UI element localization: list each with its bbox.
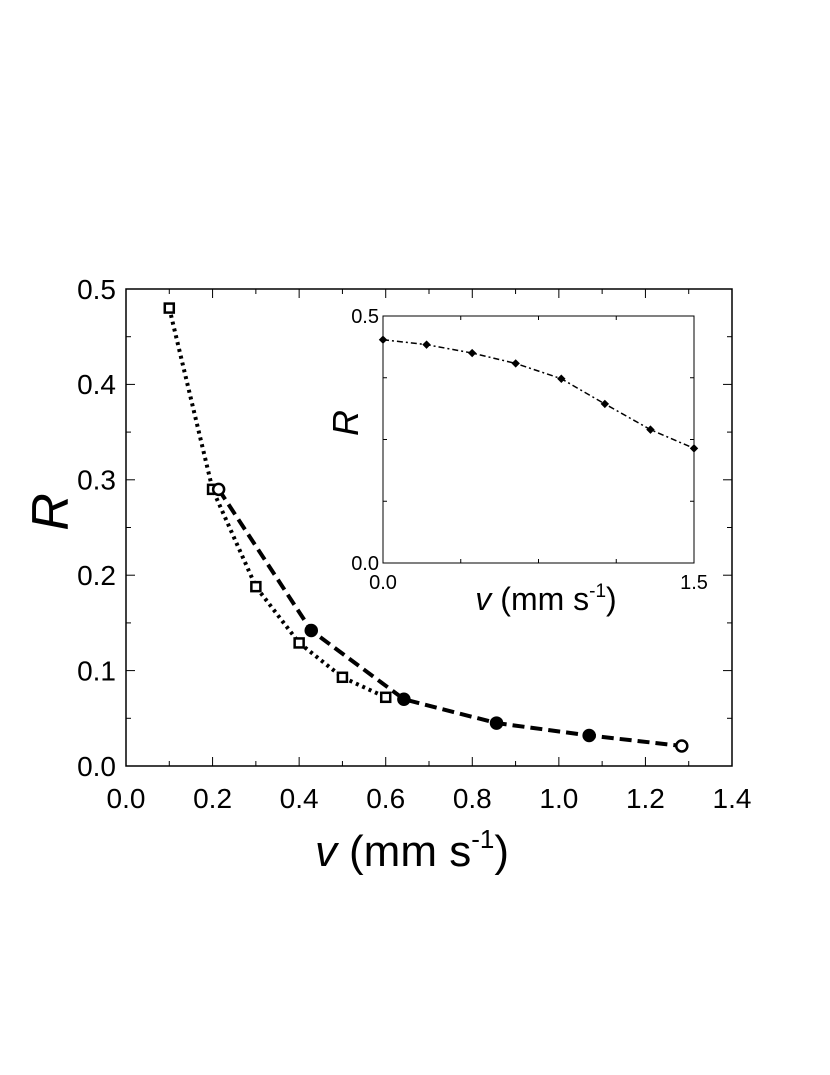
x-tick-label: 0.2: [193, 783, 232, 814]
main-series-layer: [163, 302, 689, 753]
series-1-point: [489, 716, 504, 730]
series-0-point: [379, 691, 392, 704]
x-tick-label: 0.8: [453, 783, 492, 814]
x-tick-label: 0.0: [369, 572, 397, 594]
series-0-point: [378, 335, 388, 344]
series-0-line: [167, 307, 387, 700]
series-0-point: [250, 580, 262, 593]
series-1-point: [211, 482, 226, 497]
x-tick-label: 0.6: [366, 783, 405, 814]
series-0-point: [600, 399, 610, 409]
x-tick-label: 1.0: [539, 783, 578, 814]
inset-x-axis-units-sup: -1: [589, 581, 606, 602]
y-tick-label: 0.5: [351, 306, 379, 328]
x-tick-label: 1.4: [713, 783, 752, 814]
inset-x-axis-close: ): [606, 581, 617, 617]
series-0-point: [557, 374, 566, 383]
y-tick-label: 0.4: [77, 369, 116, 400]
series-1-line: [216, 488, 683, 748]
series-0-point: [293, 637, 305, 649]
y-tick-label: 0.0: [77, 751, 116, 782]
main-x-tick-labels: 0.0 0.2 0.4 0.6 0.8 1.0 1.2 1.4: [107, 783, 752, 814]
y-tick-label: 0.0: [351, 553, 379, 575]
inset-x-axis-units: (mm s: [500, 581, 589, 617]
x-tick-label: 1.5: [680, 572, 708, 594]
series-0-point: [163, 302, 176, 314]
inset-y-tick-labels: 0.0 0.5: [351, 306, 379, 575]
y-tick-label: 0.2: [77, 560, 116, 591]
x-tick-label: 0.0: [107, 783, 146, 814]
inset-plot: 0.0 1.5 0.0 0.5 R v (mm s-1): [325, 306, 708, 617]
y-tick-label: 0.3: [77, 465, 116, 496]
inset-y-axis-title: R: [325, 410, 366, 436]
series-0-point: [689, 444, 699, 453]
inset-axis-ticks: [382, 315, 695, 564]
main-y-tick-labels: 0.0 0.1 0.2 0.3 0.4 0.5: [77, 274, 116, 782]
main-y-axis-title: R: [22, 493, 80, 531]
series-0-point: [467, 348, 477, 358]
main-x-axis-units-sup: -1: [471, 824, 494, 854]
series-0-point: [511, 359, 520, 368]
main-x-axis-close: ): [494, 827, 509, 876]
inset-x-tick-labels: 0.0 1.5: [369, 572, 708, 594]
main-x-axis-title: v (mm s-1): [315, 824, 509, 876]
series-1-point: [304, 623, 319, 638]
y-tick-label: 0.5: [77, 274, 116, 305]
main-axis-ticks: [125, 288, 733, 767]
series-0-line: [382, 338, 695, 450]
main-x-axis-var: v: [315, 827, 340, 876]
series-0-point: [646, 425, 655, 434]
series-1-point: [675, 739, 689, 753]
y-tick-label: 0.1: [77, 655, 116, 686]
x-tick-label: 1.2: [626, 783, 665, 814]
inset-x-axis-var: v: [475, 581, 493, 617]
series-0-point: [422, 340, 431, 349]
main-plot: 0.0 0.2 0.4 0.6 0.8 1.0 1.2 1.4 0.0 0.1 0.2 0.3 0.4…: [22, 274, 751, 876]
series-1-point: [397, 692, 411, 706]
inset-plot-frame: [382, 315, 695, 564]
series-1-point: [582, 728, 596, 743]
series-0-point: [336, 671, 349, 684]
inset-series-layer: [378, 335, 699, 453]
main-x-axis-units: (mm s: [349, 827, 471, 876]
inset-x-axis-title: v (mm s-1): [475, 581, 616, 617]
x-tick-label: 0.4: [280, 783, 319, 814]
